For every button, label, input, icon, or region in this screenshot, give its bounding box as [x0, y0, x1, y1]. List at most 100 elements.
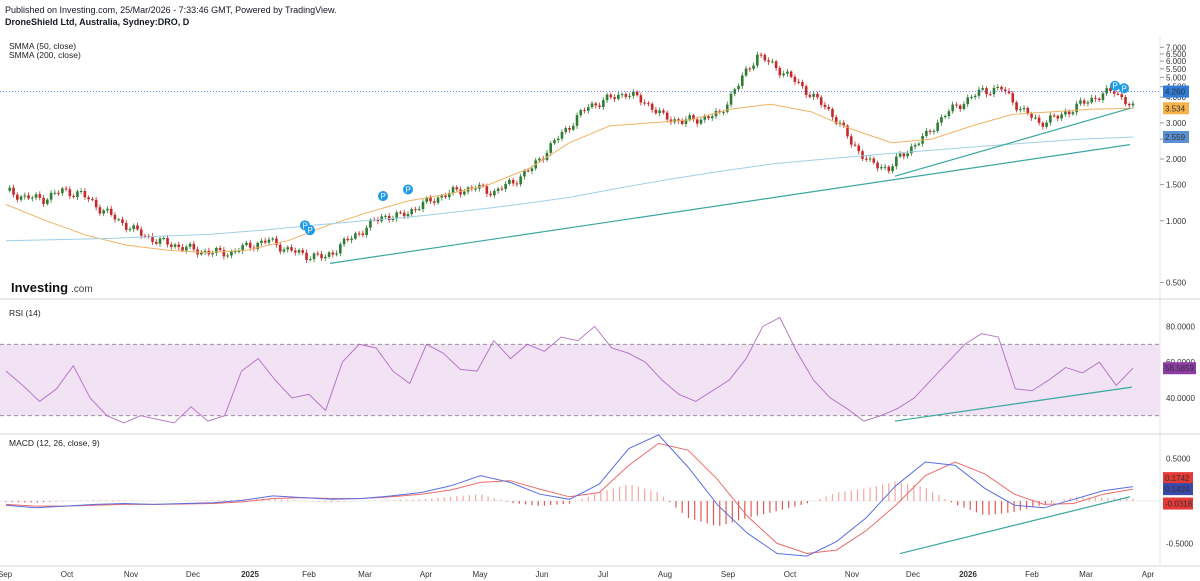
price-tick-label: 3.000	[1166, 119, 1187, 128]
candle-body	[1041, 122, 1045, 127]
candle-body	[1105, 88, 1109, 94]
candle-body	[1097, 98, 1101, 100]
candle-body	[46, 199, 49, 204]
price-tick-label: 6.500	[1166, 50, 1187, 59]
candle-body	[710, 116, 714, 119]
candle-body	[436, 197, 440, 203]
candle-body	[665, 112, 669, 120]
investing-logo: Investing .com	[11, 280, 93, 295]
candle-body	[733, 89, 737, 94]
macd-line	[5, 434, 1134, 557]
candle-body	[752, 65, 755, 69]
candle-body	[331, 252, 335, 255]
candle-body	[1094, 97, 1097, 99]
candle-body	[421, 201, 425, 210]
candle-body	[380, 216, 383, 222]
candle-body	[1015, 102, 1018, 111]
candle-body	[429, 197, 432, 202]
dividend-marker-label: P	[303, 221, 308, 230]
candle-body	[707, 116, 710, 119]
candle-body	[973, 95, 977, 98]
time-axis-label: Mar	[358, 570, 372, 579]
candle-body	[688, 115, 692, 120]
candle-body	[293, 250, 297, 253]
candle-body	[759, 54, 763, 56]
candle-body	[278, 244, 282, 252]
instrument-title: DroneShield Ltd, Australia, Sydney:DRO, …	[5, 17, 190, 27]
time-axis-label: Jun	[536, 570, 549, 579]
candle-body	[947, 111, 951, 116]
candle-body	[654, 109, 658, 114]
candle-body	[857, 145, 861, 152]
candle-body	[981, 88, 985, 90]
last-price-label-bg	[1163, 85, 1189, 98]
last-price-label: 4.260	[1165, 88, 1186, 97]
candle-body	[970, 97, 973, 99]
candle-body	[485, 186, 489, 194]
candle-body	[158, 238, 162, 244]
candle-body	[714, 110, 718, 117]
candle-body	[951, 104, 954, 112]
candle-body	[173, 244, 177, 247]
candle-body	[1007, 91, 1011, 94]
candle-body	[594, 103, 598, 106]
candle-body	[399, 212, 402, 214]
time-axis-label: Sep	[0, 570, 13, 579]
candle-body	[1052, 115, 1056, 117]
candle-body	[226, 255, 229, 257]
signal-value-label-bg	[1163, 483, 1193, 496]
candle-body	[801, 81, 804, 87]
candle-body	[1120, 94, 1124, 98]
candle-body	[72, 196, 75, 198]
candle-body	[34, 194, 38, 198]
candle-body	[523, 170, 526, 177]
candle-body	[132, 225, 136, 230]
dividend-marker	[1110, 80, 1120, 91]
candle-body	[695, 119, 699, 124]
price-tick-label: 2.000	[1166, 155, 1187, 164]
candle-body	[94, 199, 98, 208]
candle-body	[662, 110, 665, 113]
dividend-marker-label: P	[381, 192, 386, 201]
candle-body	[263, 240, 267, 243]
candle-body	[812, 93, 815, 97]
candle-body	[774, 61, 778, 69]
candle-body	[609, 94, 613, 98]
macd-pane-title: MACD (12, 26, close, 9)	[9, 438, 100, 448]
candle-body	[677, 119, 680, 121]
candle-body	[632, 91, 635, 96]
candle-body	[853, 144, 857, 146]
candle-body	[1049, 115, 1052, 123]
candle-body	[549, 143, 553, 153]
price-tick-label: 7.000	[1166, 43, 1187, 52]
candle-body	[109, 208, 113, 215]
signal-value-label: 0.1424	[1165, 485, 1190, 494]
candle-body	[91, 199, 94, 201]
trendline-long	[329, 144, 1131, 264]
candle-body	[162, 238, 166, 240]
candle-body	[767, 60, 770, 62]
candle-body	[98, 207, 102, 214]
candle-body	[42, 197, 45, 204]
candle-body	[943, 115, 947, 118]
candle-body	[346, 238, 350, 241]
time-axis-label: Oct	[61, 570, 74, 579]
candle-body	[169, 244, 173, 247]
candle-body	[241, 245, 244, 252]
candle-body	[590, 103, 594, 108]
candle-body	[519, 176, 522, 185]
candle-body	[793, 76, 797, 82]
candle-body	[1090, 97, 1093, 103]
candle-body	[188, 243, 192, 247]
candle-body	[414, 209, 417, 211]
candle-body	[459, 189, 462, 195]
candle-body	[1127, 104, 1131, 106]
candle-body	[463, 191, 466, 195]
smma200-line	[5, 136, 1134, 242]
candle-body	[545, 152, 549, 160]
rsi-trendline	[894, 386, 1133, 422]
price-tick-label: 4.000	[1166, 93, 1187, 102]
candle-body	[489, 193, 492, 196]
candle-body	[260, 240, 263, 243]
